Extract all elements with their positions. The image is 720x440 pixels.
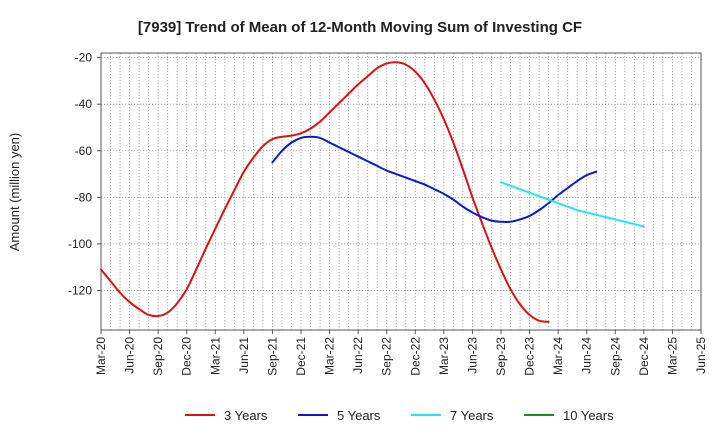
x-tick-label: Mar-25 — [665, 337, 679, 375]
legend-label: 3 Years — [224, 408, 268, 423]
x-tick-label: Mar-24 — [551, 337, 565, 375]
x-axis-ticks: Mar-20 Jun-20 Sep-20 Dec-20 Mar-21 Jun-21 Sep-… — [94, 330, 708, 376]
x-tick-label: Sep-23 — [494, 337, 508, 376]
x-tick-label: Jun-21 — [237, 337, 251, 374]
x-tick-label: Mar-22 — [323, 337, 337, 375]
legend-label: 10 Years — [563, 408, 614, 423]
y-tick-label: -100 — [68, 237, 92, 251]
x-tick-label: Sep-22 — [380, 337, 394, 376]
x-tick-label: Dec-20 — [180, 337, 194, 376]
chart-title: [7939] Trend of Mean of 12-Month Moving … — [138, 19, 582, 36]
x-tick-label: Sep-20 — [151, 337, 165, 376]
x-tick-label: Dec-22 — [408, 337, 422, 376]
x-tick-label: Sep-21 — [265, 337, 279, 376]
series-line-7-years — [500, 181, 645, 228]
x-tick-label: Sep-24 — [608, 337, 622, 376]
legend-label: 5 Years — [337, 408, 381, 423]
data-lines — [100, 61, 645, 323]
x-tick-label: Mar-23 — [437, 337, 451, 375]
y-tick-label: -120 — [68, 283, 92, 297]
series-line-5-years — [271, 135, 598, 223]
y-tick-label: -40 — [75, 97, 93, 111]
y-tick-label: -20 — [75, 51, 93, 65]
x-tick-label: Jun-22 — [351, 337, 365, 374]
legend-label: 7 Years — [450, 408, 494, 423]
y-tick-label: -80 — [75, 190, 93, 204]
x-tick-label: Jun-24 — [580, 337, 594, 374]
x-tick-label: Dec-23 — [523, 337, 537, 376]
x-tick-label: Jun-25 — [694, 337, 708, 374]
x-tick-label: Mar-21 — [208, 337, 222, 375]
x-tick-label: Jun-23 — [465, 337, 479, 374]
y-axis-ticks: -20 -40 -60 -80 -100 -120 — [68, 51, 101, 297]
y-axis-label: Amount (million yen) — [7, 133, 22, 252]
series-line-3-years — [100, 61, 550, 323]
gridlines — [101, 53, 701, 330]
x-tick-label: Dec-24 — [637, 337, 651, 376]
plot-area — [100, 52, 702, 331]
x-tick-label: Dec-21 — [294, 337, 308, 376]
legend: 3 Years 5 Years 7 Years 10 Years — [185, 408, 614, 423]
x-tick-label: Mar-20 — [94, 337, 108, 375]
y-tick-label: -60 — [75, 144, 93, 158]
x-tick-label: Jun-20 — [123, 337, 137, 374]
